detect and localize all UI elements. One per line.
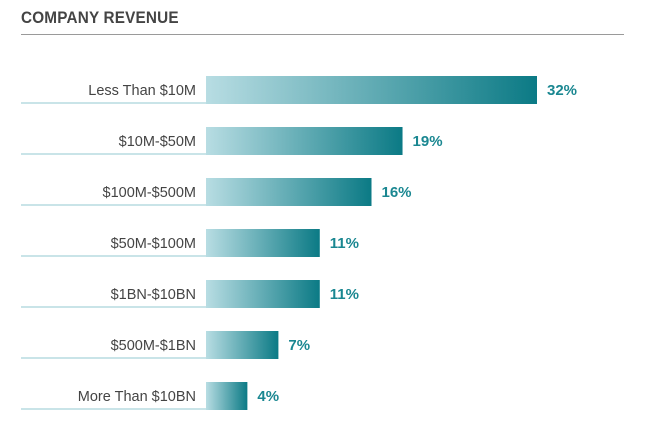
bar-less-than-10m: [206, 76, 537, 104]
value-label-1bn-10bn: 11%: [330, 286, 359, 303]
value-label-50m-100m: 11%: [330, 235, 359, 252]
value-label-500m-1bn: 7%: [288, 337, 310, 354]
value-label-100m-500m: 16%: [382, 184, 412, 201]
value-label-more-than-10bn: 4%: [257, 388, 279, 405]
bar-10m-50m: [206, 127, 403, 155]
category-label-less-than-10m: Less Than $10M: [88, 83, 196, 99]
chart-title: COMPANY REVENUE: [21, 8, 179, 27]
bars-group: Less Than $10M 32% $10M-$50M 19% $100M-$500M…: [21, 76, 577, 410]
category-label-50m-100m: $50M-$100M: [111, 236, 196, 252]
category-label-100m-500m: $100M-$500M: [103, 185, 197, 201]
category-label-more-than-10bn: More Than $10BN: [78, 389, 196, 405]
category-label-10m-50m: $10M-$50M: [119, 134, 196, 150]
bar-1bn-10bn: [206, 280, 320, 308]
bar-500m-1bn: [206, 331, 279, 359]
value-label-less-than-10m: 32%: [547, 82, 577, 99]
title-divider: [21, 34, 624, 35]
category-label-500m-1bn: $500M-$1BN: [111, 338, 196, 354]
bar-50m-100m: [206, 229, 320, 257]
category-label-1bn-10bn: $1BN-$10BN: [111, 287, 196, 303]
bar-more-than-10bn: [206, 382, 248, 410]
value-label-10m-50m: 19%: [413, 133, 443, 150]
bar-100m-500m: [206, 178, 372, 206]
